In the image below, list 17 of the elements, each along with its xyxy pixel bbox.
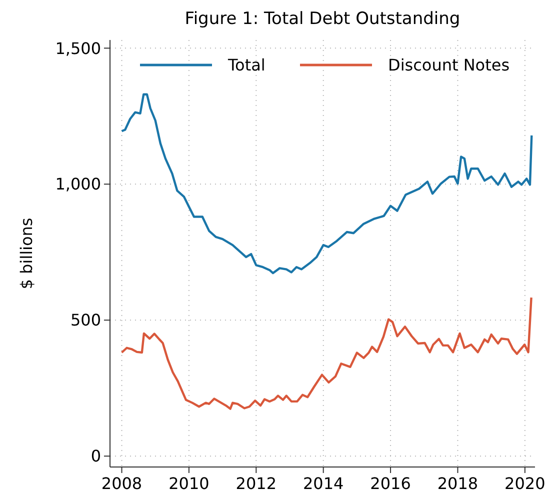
x-tick-label: 2016: [370, 474, 411, 493]
x-tick-label: 2014: [302, 474, 344, 493]
x-tick-label: 2012: [236, 474, 277, 493]
x-tick-label: 2008: [101, 474, 142, 493]
x-tick-label: 2018: [437, 474, 478, 493]
y-tick-label: 1,000: [55, 174, 101, 194]
legend-label: Total: [227, 56, 266, 75]
legend-label: Discount Notes: [388, 56, 510, 75]
x-tick-label: 2010: [168, 474, 210, 493]
y-axis-title: $ billions: [17, 218, 36, 290]
x-tick-label: 2020: [504, 474, 546, 493]
line-series: [120, 296, 532, 410]
line-series: [120, 93, 533, 274]
y-tick-label: 500: [70, 310, 101, 330]
y-tick-label: 0: [90, 446, 101, 466]
chart-title: Figure 1: Total Debt Outstanding: [184, 9, 460, 29]
y-tick-label: 1,500: [55, 38, 101, 58]
